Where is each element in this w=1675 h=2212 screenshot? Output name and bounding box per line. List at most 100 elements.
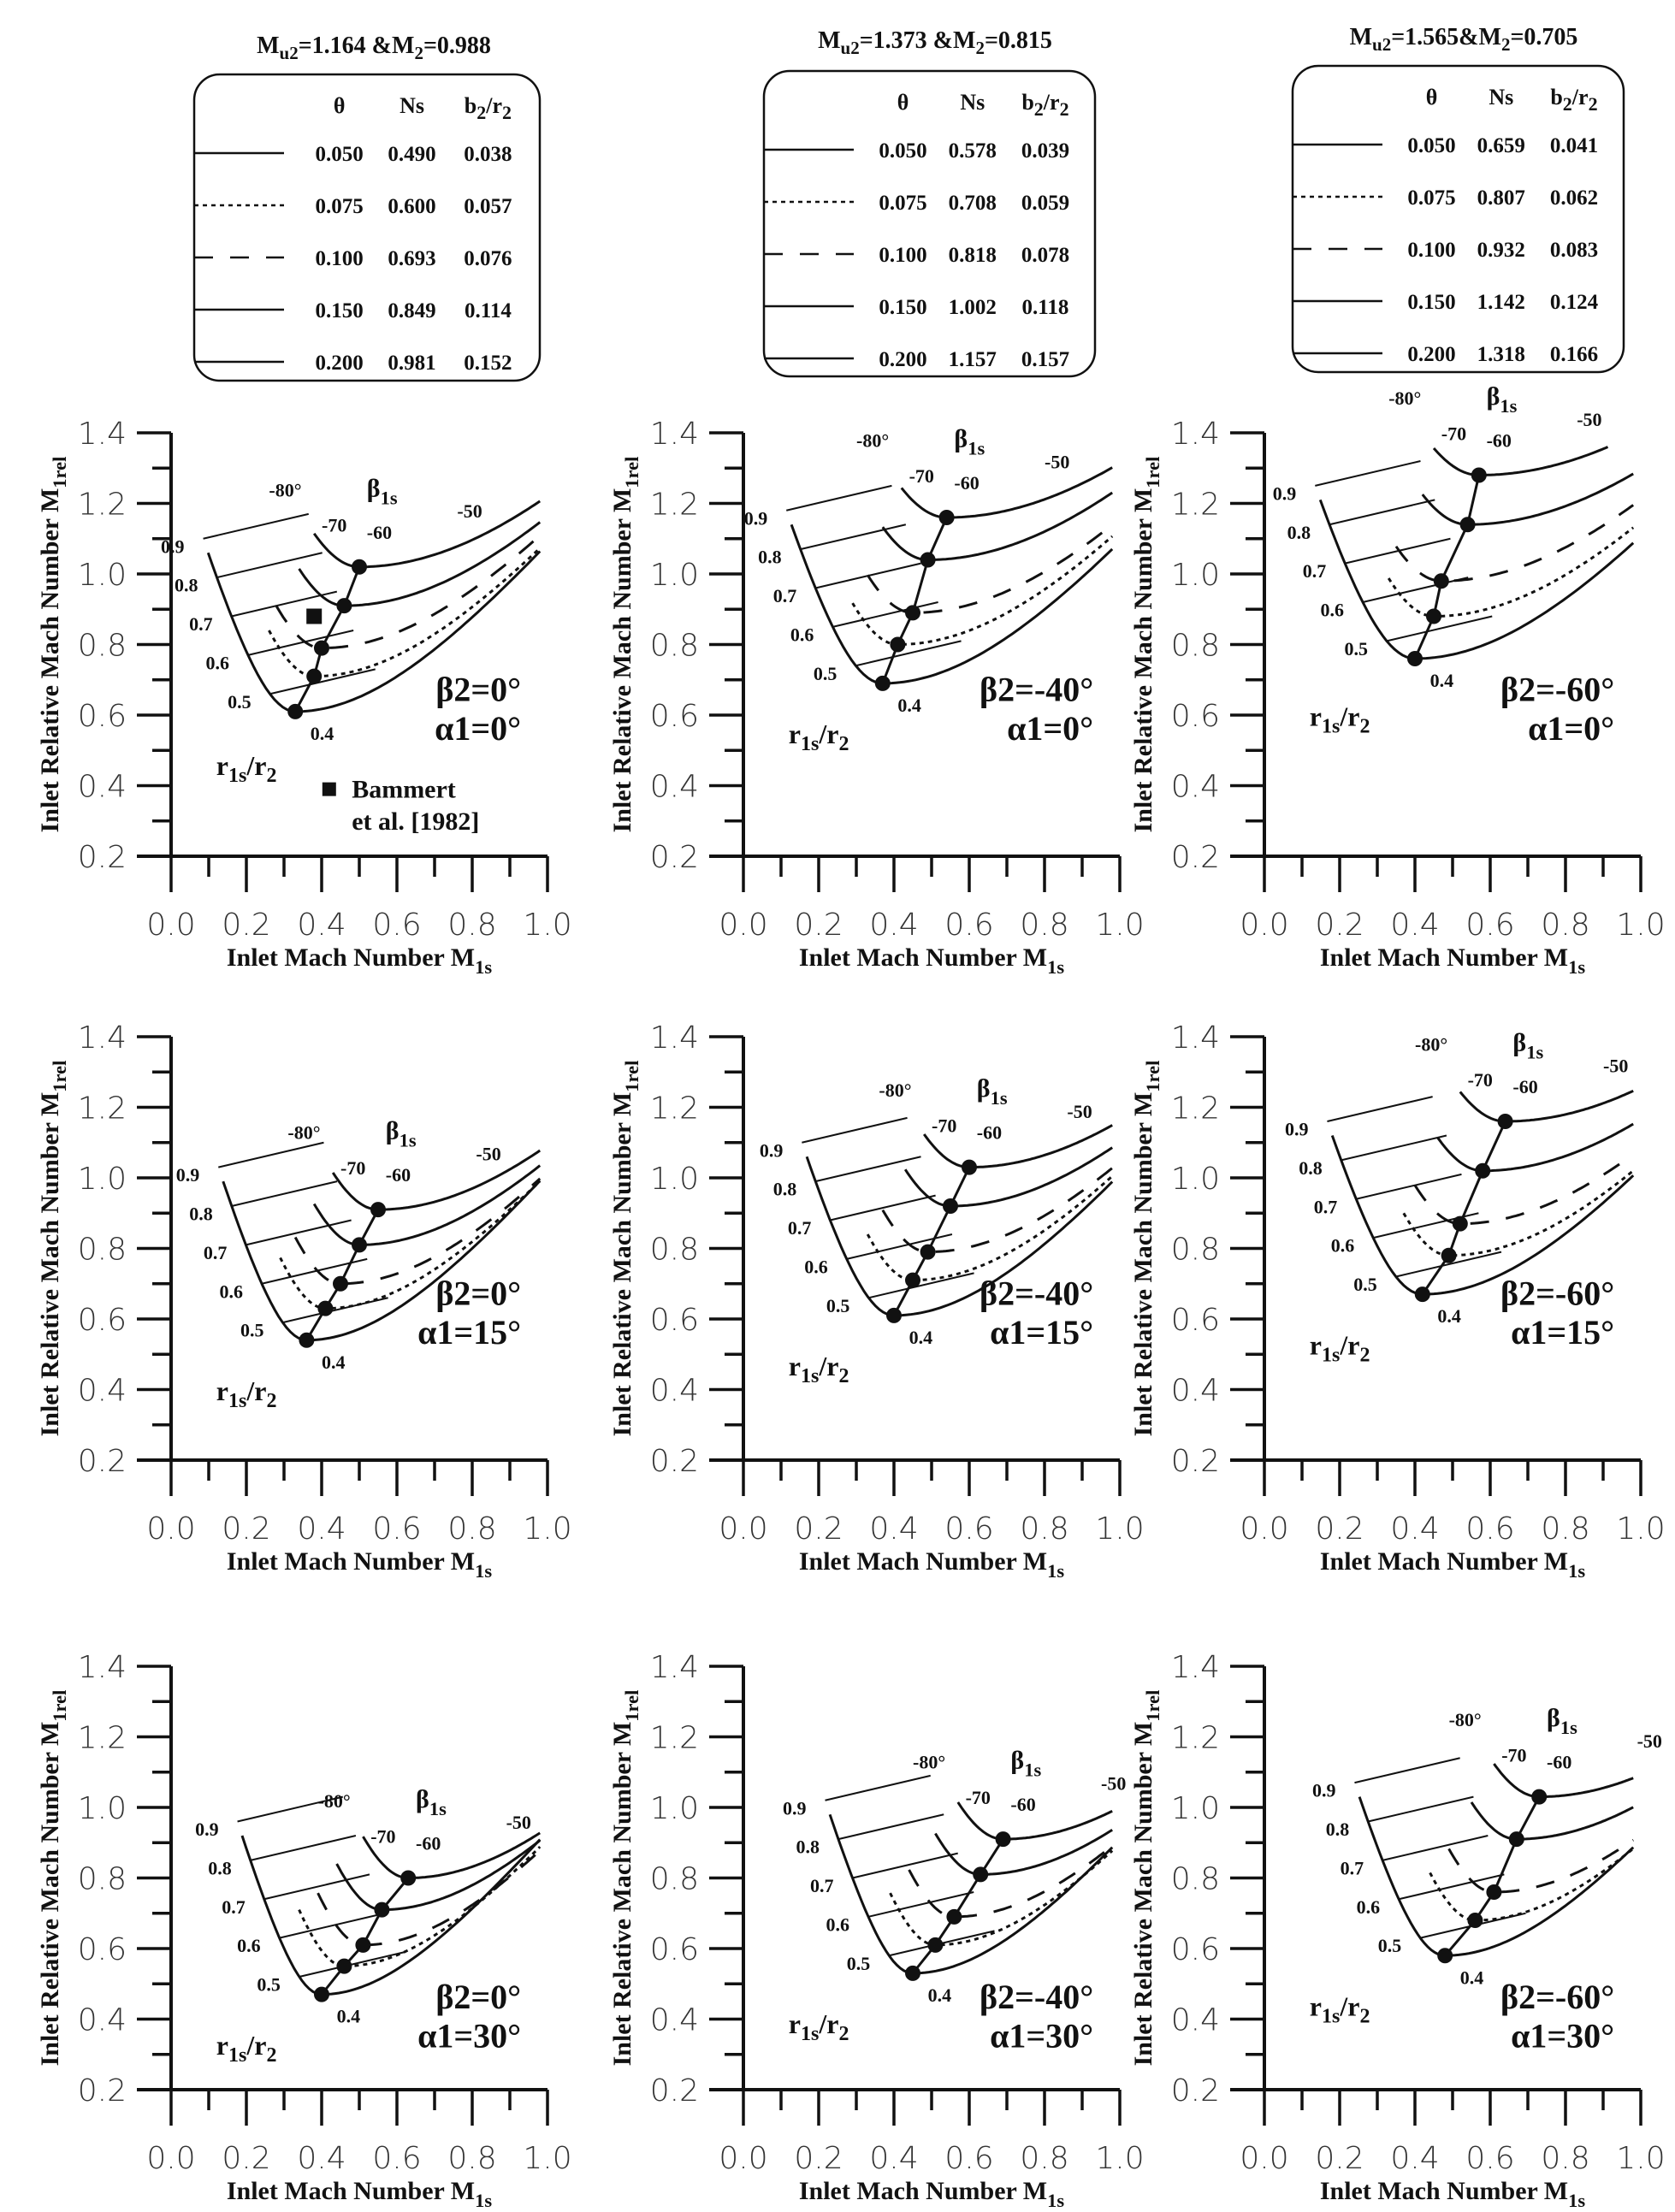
legend-box [1291,64,1625,374]
legend-theta: 0.050 [879,139,926,163]
beta1s-label: β1s [1487,382,1518,417]
legend-row: 0.200 0.981 0.152 [194,352,512,375]
legend-b2r2: 0.157 [1021,348,1069,371]
title-text: =0.815 [985,27,1052,54]
optimum-point [352,559,367,575]
y-tick-label: 0.2 [78,2073,127,2108]
x-tick-label: 0.8 [447,908,496,943]
beta1s-label-sub: 1s [381,487,398,508]
theta-curve-0.150 [934,1829,1113,1876]
r-ratio-label: 0.4 [928,1984,952,2006]
y-tick-label: 1.0 [78,1162,127,1197]
beta-angle-label: -80° [318,1790,351,1812]
y-tick-label: 1.4 [650,1650,699,1685]
r-ratio-label: 0.4 [1430,670,1454,691]
optimum-point [336,598,352,614]
x-axis-title-sub: 1s [475,2190,492,2211]
beta-angle-label: -60 [416,1833,441,1854]
optimum-point [370,1202,386,1218]
theta-curve-0.100 [293,1177,542,1286]
x-tick-label: 0.0 [146,2141,195,2176]
beta1s-label-sub: 1s [400,1130,417,1151]
legend-ns: 0.600 [388,195,435,218]
r1s-r2-part: /r [246,1375,266,1406]
legend-ns: 0.578 [949,139,997,163]
header-b2r2: b2/r2 [1021,90,1068,120]
x-tick-label: 1.0 [1095,2141,1144,2176]
alpha1-annotation: α1=15° [417,1313,521,1351]
r-ratio-label: 0.9 [744,507,768,529]
x-tick-label: 0.4 [1390,1511,1439,1547]
header-b2r2-part: 2 [476,102,486,123]
r-ratio-line [282,1297,388,1324]
y-tick-label: 0.2 [1171,2073,1220,2108]
r-ratio-label: 0.4 [311,723,334,744]
optimum-line [305,1209,380,1341]
r-ratio-label: 0.7 [222,1896,246,1918]
y-tick-label: 1.4 [650,417,699,452]
theta-curve-0.150 [1470,1801,1634,1841]
y-axis-title-sub: 1rel [621,457,642,488]
optimum-point [374,1901,390,1918]
x-tick-label: 0.8 [1020,1511,1068,1547]
x-tick-label: 0.2 [1315,2141,1364,2176]
legend-ns: 0.818 [949,244,997,267]
x-tick-label: 0.4 [297,908,346,943]
y-tick-label: 0.6 [650,1303,699,1338]
y-tick-label: 0.8 [650,1233,699,1268]
y-tick-label: 1.2 [650,1091,699,1127]
y-axis-title-sub: 1rel [49,1061,70,1092]
y-tick-label: 0.2 [1171,840,1220,875]
optimum-point [1437,1948,1453,1964]
beta-angle-label: -80° [1449,1709,1482,1730]
theta-curve-0.150 [1421,472,1634,526]
title-subscript: u2 [841,38,860,58]
theta-curve-0.100 [1447,1838,1635,1894]
legend-row: 0.050 0.659 0.041 [1293,134,1598,157]
beta-angle-label: -50 [1603,1055,1628,1076]
r-ratio-label: 0.8 [175,575,198,596]
y-tick-label: 0.4 [650,1374,699,1409]
beta-angle-label: -50 [1045,451,1069,472]
title-text: M [1350,24,1372,50]
y-tick-label: 1.2 [650,488,699,523]
y-tick-label: 1.4 [1171,1650,1220,1685]
x-axis-title-sub: 1s [1568,1560,1585,1582]
beta-angle-label: -70 [932,1115,956,1136]
x-tick-label: 0.4 [297,1511,346,1547]
x-axis-title-sub: 1s [1568,956,1585,978]
x-axis-title: Inlet Mach Number M1s [1320,1547,1586,1582]
bammert-legend-label: Bammert [352,776,456,804]
optimum-point [1459,517,1476,533]
theta-curve-0.150 [1436,1122,1634,1173]
beta-angle-label: -70 [1441,423,1466,444]
alpha1-annotation: α1=30° [417,2017,521,2055]
legend-row: 0.075 0.708 0.059 [764,192,1069,215]
y-axis-title-main: Inlet Relative Mach Number M [1129,1092,1157,1437]
optimum-point [355,1937,371,1953]
x-axis-title: Inlet Mach Number M1s [1320,2177,1586,2211]
y-tick-label: 1.2 [78,1721,127,1756]
chart-panel-6: 0.20.40.60.81.01.21.40.0 0.2 0.4 0.6 0.8 1.0I… [1129,1020,1666,1582]
theta-curve-0.150 [903,1146,1114,1208]
r-ratio-label: 0.9 [176,1164,200,1186]
x-tick-label: 0.0 [1240,908,1288,943]
theta-curve-0.100 [317,1849,542,1947]
r-ratio-label: 0.7 [773,585,797,606]
r1s-r2-part: 2 [266,765,276,787]
legend-row: 0.150 1.002 0.118 [764,296,1068,319]
r-ratio-label: 0.8 [208,1857,232,1878]
legend-b2r2: 0.166 [1550,343,1598,366]
x-tick-label: 1.0 [523,1511,571,1547]
x-tick-label: 0.0 [146,908,195,943]
y-tick-label: 0.8 [1171,629,1220,664]
x-axis-title-main: Inlet Mach Number M [1320,1547,1568,1576]
y-tick-label: 1.0 [650,558,699,593]
legend-row: 0.150 0.849 0.114 [194,299,512,322]
r1s-r2-label: r1s/r2 [216,2030,277,2067]
beta1s-label-main: β [1512,1029,1526,1057]
optimum-point [973,1866,989,1883]
r-ratio-label: 0.9 [161,535,185,557]
x-tick-label: 0.6 [372,908,421,943]
legend-b2r2: 0.152 [464,352,512,375]
